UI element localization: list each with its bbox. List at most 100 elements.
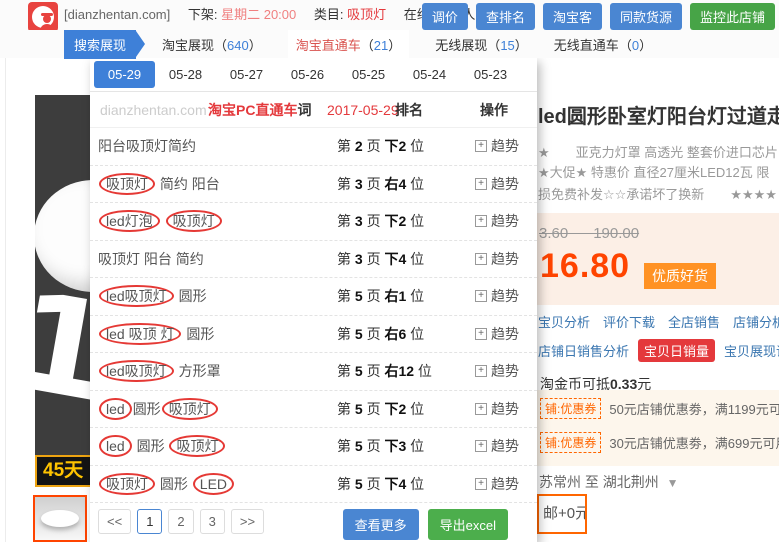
tab[interactable]: 无线展现（15）: [435, 37, 528, 53]
pager-page-2[interactable]: 2: [168, 509, 194, 534]
keyword-cell: led 圆形 吸顶灯: [98, 435, 226, 458]
pager-next[interactable]: >>: [230, 509, 265, 534]
trend-plus-icon: +: [475, 365, 487, 378]
keyword-text: 圆形: [182, 325, 215, 342]
image-overlay-digit: 1: [35, 262, 90, 433]
red-circle-annotation: led灯泡: [99, 210, 160, 233]
product-link[interactable]: 宝贝分析: [538, 315, 591, 330]
date-tab-05-28[interactable]: 05-28: [168, 67, 203, 82]
date-tab-05-27[interactable]: 05-27: [229, 67, 264, 82]
trend-label: 趋势: [491, 288, 519, 305]
daily-sales-badge[interactable]: 宝贝日销量: [638, 339, 716, 362]
table-row: 吸顶灯 简约 阳台 第 3 页 右4 位 + 趋势: [90, 166, 537, 203]
table-row: led吸顶灯 方形罩 第 5 页 右12 位 + 趋势: [90, 353, 537, 391]
tab[interactable]: 淘宝直通车（21）: [287, 29, 410, 59]
keyword-text: 圆形: [132, 400, 161, 417]
table-row: 吸顶灯 阳台 简约 第 3 页 下4 位 + 趋势: [90, 241, 537, 278]
tab-search-display[interactable]: 搜索展现: [64, 29, 146, 59]
table-row: led 吸顶 灯 圆形 第 5 页 右6 位 + 趋势: [90, 316, 537, 353]
keyword-header-red: 淘宝PC直通车: [208, 102, 298, 118]
tabbar: 搜索展现 淘宝展现（640） 淘宝直通车（21） 无线展现（15） 无线直通车（0）: [0, 29, 779, 59]
trend-label: 趋势: [491, 175, 519, 192]
product-link[interactable]: 全店销售: [668, 315, 721, 330]
topbar-buttons: 调价 查排名 淘宝客 同款货源 监控此店铺: [421, 3, 775, 30]
trend-link[interactable]: + 趋势: [475, 399, 519, 419]
date-tab-05-24[interactable]: 05-24: [412, 67, 447, 82]
keyword-cell: led吸顶灯 圆形: [98, 285, 207, 308]
coupon-badge: 铺:优惠券: [540, 398, 602, 419]
keyword-text: 圆形: [156, 475, 192, 492]
red-circle-annotation: 吸顶灯: [165, 210, 222, 233]
product-desc-line: ★ 亚克力灯罩 高透光 整套价进口芯片 高: [538, 145, 779, 160]
topbar-button[interactable]: 调价: [421, 3, 468, 30]
tab-label: 无线展现: [435, 37, 488, 53]
red-circle-annotation: 吸顶灯: [161, 397, 218, 420]
keyword-column-header: 淘宝PC直通车词: [208, 92, 311, 128]
trend-link[interactable]: + 趋势: [475, 136, 519, 156]
trend-link[interactable]: + 趋势: [475, 436, 519, 456]
topbar-button[interactable]: 淘宝客: [542, 3, 602, 30]
keyword-cell: 吸顶灯 圆形 LED: [98, 472, 235, 495]
keyword-text: [161, 213, 165, 229]
red-circle-annotation: 吸顶灯: [169, 435, 226, 458]
product-link[interactable]: 店铺日销售分析: [538, 344, 630, 359]
red-circle-annotation: 吸顶灯: [99, 172, 155, 195]
topbar-button[interactable]: 同款货源: [609, 3, 682, 30]
category-label: 类目:: [313, 7, 344, 22]
export-excel-button[interactable]: 导出excel: [427, 509, 508, 540]
tab[interactable]: 无线直通车（0）: [553, 37, 653, 53]
coupon-text: 50元店铺优惠劵，满1199元可用: [609, 402, 779, 417]
tab[interactable]: 淘宝展现（640）: [162, 37, 262, 53]
offshelf-value: 星期二 20:00: [221, 7, 297, 22]
coin-label: 淘金币可抵: [540, 376, 610, 392]
pager-actions: 查看更多 导出excel: [342, 509, 508, 540]
product-link[interactable]: 店铺分析: [733, 315, 779, 330]
trend-plus-icon: +: [475, 327, 487, 340]
product-desc-line: ★大促★ 特惠价 直径27厘米LED12瓦 限: [538, 165, 770, 180]
pager-prev[interactable]: <<: [98, 509, 132, 534]
pager-page-1[interactable]: 1: [137, 509, 163, 534]
detective-logo-icon[interactable]: [28, 2, 58, 32]
table-row: 阳台吸顶灯简约 第 2 页 下2 位 + 趋势: [90, 128, 537, 166]
trend-link[interactable]: + 趋势: [475, 324, 519, 344]
trend-link[interactable]: + 趋势: [475, 174, 519, 194]
table-row: led灯泡 吸顶灯 第 3 页 下2 位 + 趋势: [90, 203, 537, 241]
pagination-pages: << 1 2 3 >>: [92, 509, 265, 534]
trend-link[interactable]: + 趋势: [475, 286, 519, 306]
keyword-cell: led 吸顶 灯 圆形: [98, 322, 215, 345]
category-value: 吸顶灯: [347, 7, 387, 22]
product-thumbnail[interactable]: [33, 495, 87, 542]
delivery-route[interactable]: 苏常州 至 湖北荆州 ▼: [539, 472, 679, 492]
topbar-button[interactable]: 监控此店铺: [689, 3, 775, 30]
trend-link[interactable]: + 趋势: [475, 361, 519, 381]
pagination-bar: << 1 2 3 >> 查看更多 导出excel: [90, 503, 537, 541]
trend-plus-icon: +: [475, 252, 487, 265]
rank-cell: 第 5 页 右1 位: [337, 288, 425, 305]
action-column-header: 操作: [480, 102, 508, 118]
date-tab-05-23[interactable]: 05-23: [473, 67, 508, 82]
pager-page-3[interactable]: 3: [199, 509, 225, 534]
trend-plus-icon: +: [475, 477, 487, 490]
topbar-button[interactable]: 查排名: [475, 3, 535, 30]
date-tab-05-29[interactable]: 05-29: [94, 61, 155, 88]
trend-link[interactable]: + 趋势: [475, 474, 519, 494]
ranking-popup: 05-29 05-28 05-27 05-26 05-25 05-24 05-23 dian…: [90, 58, 537, 542]
keyword-text: 圆形: [174, 288, 207, 305]
rank-cell: 第 3 页 下2 位: [337, 213, 425, 230]
trend-label: 趋势: [491, 213, 519, 230]
date-tab-05-26[interactable]: 05-26: [290, 67, 325, 82]
red-circle-annotation: led吸顶灯: [99, 285, 174, 308]
product-link[interactable]: 评价下载: [603, 315, 656, 330]
trend-plus-icon: +: [475, 215, 487, 228]
rank-column-header: 排名: [395, 102, 423, 118]
delivery-text: 苏常州 至 湖北荆州: [539, 474, 659, 490]
trend-label: 趋势: [491, 138, 519, 155]
watermark-text: dianzhentan.com: [100, 102, 207, 118]
trend-link[interactable]: + 趋势: [475, 211, 519, 231]
view-more-button[interactable]: 查看更多: [342, 509, 419, 540]
price-box: 3.60 190.00 16.80 优质好货: [537, 213, 779, 305]
trend-link[interactable]: + 趋势: [475, 249, 519, 269]
red-circle-annotation: led: [99, 435, 132, 458]
product-link[interactable]: 宝贝展现词: [724, 344, 779, 359]
date-tab-05-25[interactable]: 05-25: [351, 67, 386, 82]
